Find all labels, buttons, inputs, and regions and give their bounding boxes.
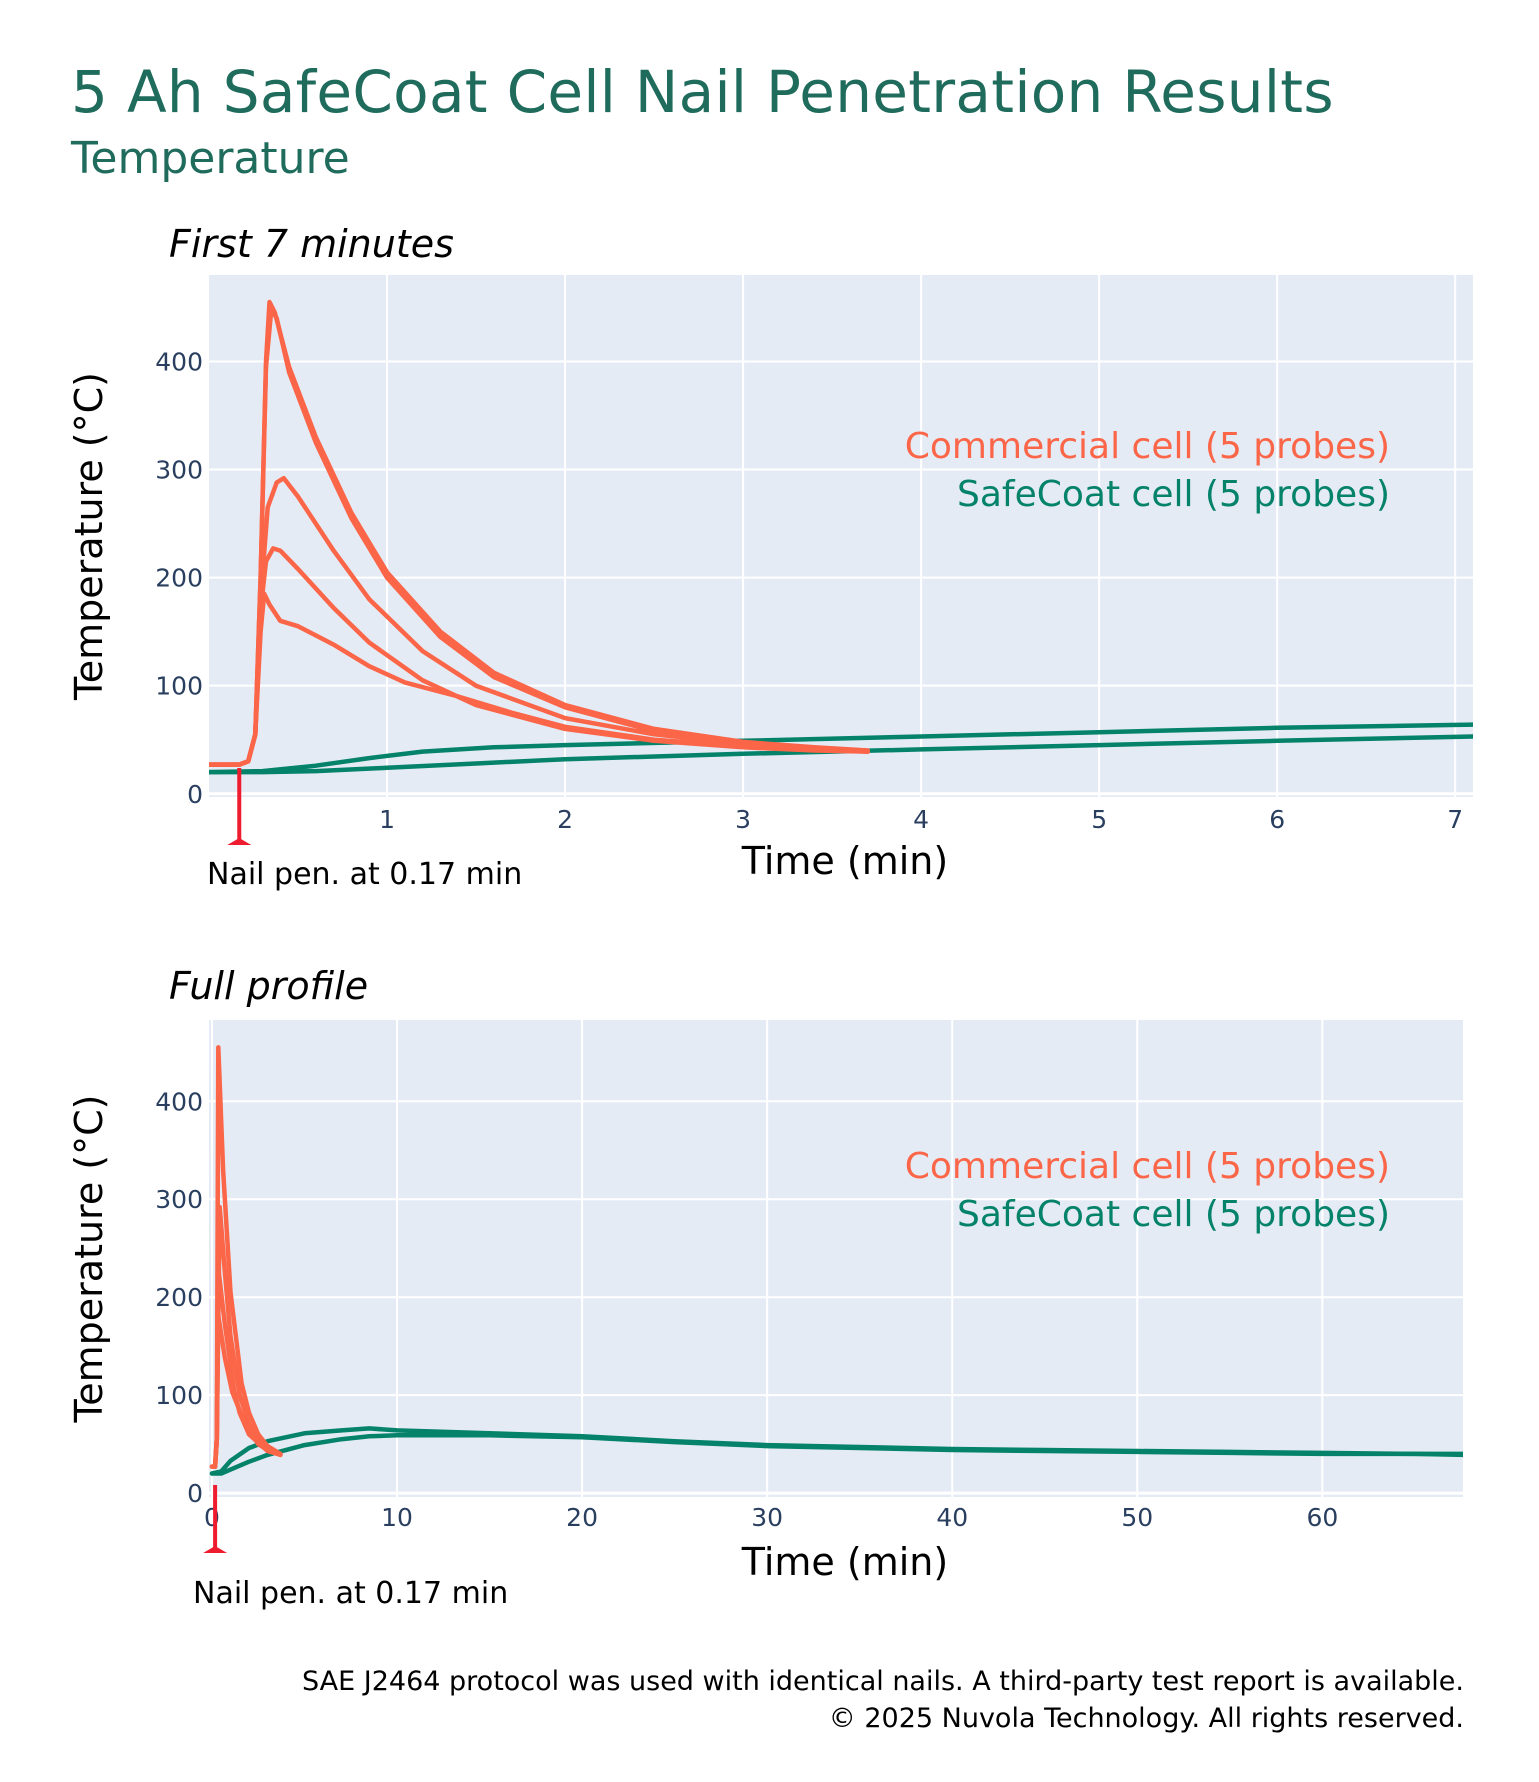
- x-tick-label: 20: [566, 1503, 598, 1532]
- legend-commercial: Commercial cell (5 probes): [905, 1146, 1390, 1187]
- chart-full: 0 10 20 30 40 50 60 0 100 200 300 400 Commercial cel…: [67, 1020, 1463, 1611]
- x-tick-label: 30: [751, 1503, 783, 1532]
- x-axis-title: Time (min): [741, 1540, 948, 1584]
- safecoat-series-line: [209, 722, 1473, 775]
- safecoat-series-line: [209, 734, 1473, 775]
- x-tick-label: 6: [1269, 805, 1285, 834]
- legend-commercial: Commercial cell (5 probes): [905, 426, 1390, 467]
- x-tick-label: 0: [204, 1503, 220, 1532]
- plot-area: [209, 1020, 1463, 1497]
- y-tick-label: 0: [187, 1479, 203, 1508]
- y-tick-label: 400: [155, 347, 203, 376]
- series-group: [209, 1045, 1463, 1476]
- nail-marker-base: [227, 838, 252, 845]
- y-tick-label: 300: [155, 456, 203, 485]
- commercial-series-line: [209, 1309, 283, 1469]
- x-axis-title: Time (min): [741, 839, 948, 883]
- x-tick-label: 2: [557, 805, 573, 834]
- nail-marker-base: [203, 1546, 228, 1553]
- x-tick-label: 5: [1091, 805, 1107, 834]
- chart-title-first7: First 7 minutes: [169, 222, 454, 266]
- y-tick-label: 100: [155, 1381, 203, 1410]
- y-axis-title: Temperature (°C): [67, 372, 111, 701]
- safecoat-series-line: [209, 1433, 1463, 1476]
- y-tick-label: 400: [155, 1087, 203, 1116]
- x-tick-label: 50: [1121, 1503, 1153, 1532]
- page-title: 5 Ah SafeCoat Cell Nail Penetration Resu…: [71, 58, 1334, 126]
- series-group: [209, 299, 1473, 775]
- legend-safecoat: SafeCoat cell (5 probes): [957, 1194, 1390, 1235]
- commercial-series-line: [209, 591, 870, 767]
- nail-annotation: Nail pen. at 0.17 min: [207, 857, 522, 892]
- x-tick-label: 3: [735, 805, 751, 834]
- chart-title-full: Full profile: [169, 964, 369, 1008]
- page-subtitle: Temperature: [71, 133, 350, 184]
- nail-annotation: Nail pen. at 0.17 min: [193, 1576, 508, 1611]
- y-tick-label: 100: [155, 672, 203, 701]
- x-tick-label: 1: [379, 805, 395, 834]
- x-tick-label: 40: [936, 1503, 968, 1532]
- y-tick-label: 300: [155, 1185, 203, 1214]
- footer-protocol-note: SAE J2464 protocol was used with identic…: [302, 1666, 1464, 1697]
- x-tick-label: 10: [381, 1503, 413, 1532]
- chart-first7: 1 2 3 4 5 6 7 0 100 200 300 400 Commercial cell (5 p…: [67, 275, 1473, 892]
- x-tick-label: 60: [1306, 1503, 1338, 1532]
- x-tick-label: 4: [913, 805, 929, 834]
- y-tick-label: 200: [155, 564, 203, 593]
- y-axis-title: Temperature (°C): [67, 1095, 111, 1424]
- legend-safecoat: SafeCoat cell (5 probes): [957, 474, 1390, 515]
- y-tick-label: 200: [155, 1283, 203, 1312]
- y-tick-label: 0: [187, 780, 203, 809]
- x-tick-label: 7: [1447, 805, 1463, 834]
- footer-copyright: © 2025 Nuvola Technology. All rights res…: [828, 1703, 1464, 1734]
